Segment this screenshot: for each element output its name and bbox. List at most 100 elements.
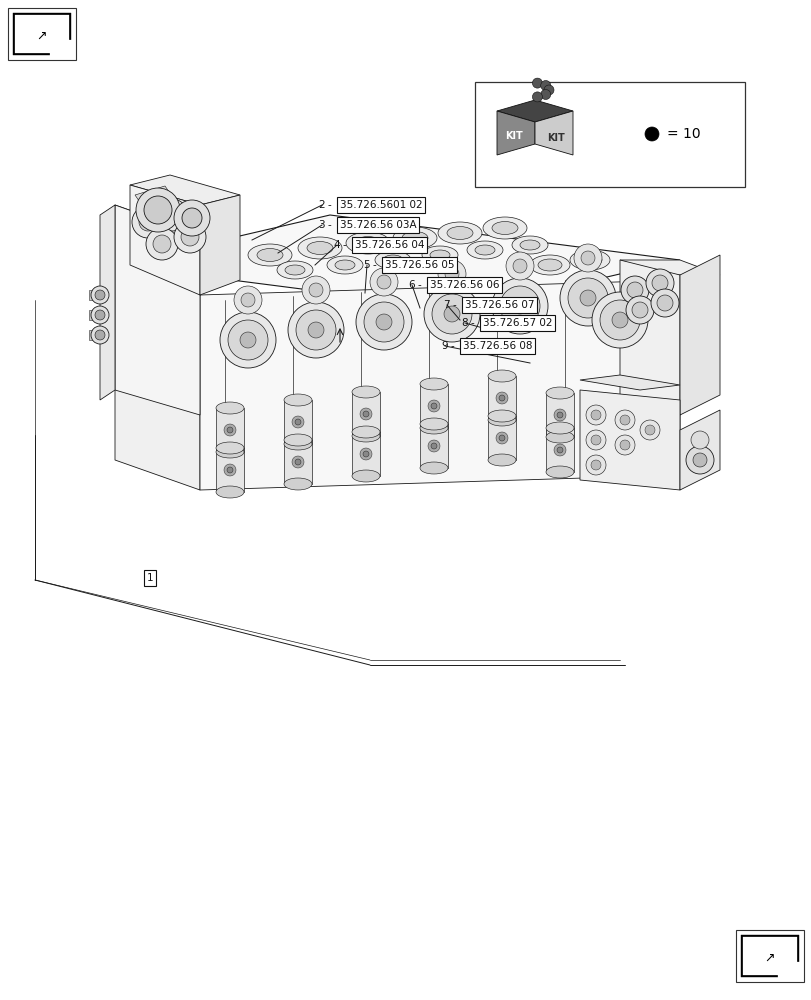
Bar [89, 330, 93, 340]
Circle shape [500, 286, 539, 326]
Circle shape [132, 206, 164, 238]
Text: -: - [372, 260, 376, 270]
Polygon shape [130, 175, 240, 205]
Circle shape [292, 456, 303, 468]
Circle shape [496, 392, 508, 404]
Ellipse shape [216, 486, 243, 498]
Text: ↗: ↗ [764, 951, 775, 964]
Circle shape [427, 400, 440, 412]
Circle shape [540, 81, 550, 91]
Polygon shape [740, 935, 798, 977]
Circle shape [611, 312, 627, 328]
Text: 35.726.5601 02: 35.726.5601 02 [340, 200, 422, 210]
Circle shape [631, 302, 647, 318]
Circle shape [532, 78, 542, 88]
Bar [351, 392, 380, 436]
Circle shape [626, 282, 642, 298]
Bar [487, 416, 515, 460]
Circle shape [625, 296, 653, 324]
Text: 35.726.56 08: 35.726.56 08 [462, 341, 532, 351]
Circle shape [685, 446, 713, 474]
Circle shape [556, 412, 562, 418]
Text: ↗: ↗ [36, 30, 47, 43]
Ellipse shape [530, 255, 569, 275]
Circle shape [95, 330, 105, 340]
Ellipse shape [375, 251, 410, 269]
Ellipse shape [545, 387, 573, 399]
Ellipse shape [393, 227, 436, 249]
Text: 35.726.56 07: 35.726.56 07 [465, 300, 534, 310]
Circle shape [620, 415, 629, 425]
Ellipse shape [569, 250, 609, 270]
Circle shape [639, 420, 659, 440]
Circle shape [181, 228, 199, 246]
Circle shape [240, 332, 255, 348]
Ellipse shape [285, 265, 305, 275]
Circle shape [156, 199, 188, 231]
Circle shape [650, 289, 678, 317]
Polygon shape [579, 390, 679, 490]
Circle shape [505, 252, 534, 280]
Circle shape [91, 326, 109, 344]
Circle shape [496, 432, 508, 444]
Circle shape [146, 228, 178, 260]
Ellipse shape [545, 466, 573, 478]
Circle shape [614, 410, 634, 430]
Ellipse shape [383, 255, 402, 265]
Circle shape [644, 425, 654, 435]
Bar [216, 448, 243, 492]
Text: 9: 9 [441, 341, 448, 351]
Circle shape [294, 459, 301, 465]
Text: 6: 6 [408, 280, 414, 290]
Circle shape [590, 460, 600, 470]
Text: KIT: KIT [547, 133, 564, 143]
Polygon shape [579, 375, 679, 390]
Circle shape [370, 268, 397, 296]
Ellipse shape [216, 446, 243, 458]
Ellipse shape [351, 386, 380, 398]
Circle shape [241, 293, 255, 307]
Circle shape [553, 444, 565, 456]
Polygon shape [13, 13, 71, 55]
Text: = 10: = 10 [666, 127, 700, 141]
Circle shape [309, 283, 323, 297]
Text: 7: 7 [443, 300, 449, 310]
Text: -: - [418, 280, 421, 290]
Circle shape [431, 294, 471, 334]
Ellipse shape [487, 370, 515, 382]
Ellipse shape [345, 232, 389, 254]
Circle shape [296, 310, 336, 350]
Circle shape [620, 440, 629, 450]
Polygon shape [50, 40, 73, 57]
Circle shape [586, 405, 605, 425]
Circle shape [294, 419, 301, 425]
Bar [474, 82, 744, 187]
Ellipse shape [466, 241, 502, 259]
Text: 8: 8 [461, 318, 467, 328]
Circle shape [579, 290, 595, 306]
Ellipse shape [284, 478, 311, 490]
Ellipse shape [257, 248, 283, 261]
Polygon shape [620, 260, 679, 415]
Circle shape [95, 290, 105, 300]
Circle shape [651, 275, 667, 291]
Bar [419, 424, 448, 468]
Text: 4: 4 [333, 240, 340, 250]
Circle shape [437, 260, 466, 288]
Polygon shape [742, 937, 796, 975]
Circle shape [228, 320, 268, 360]
Circle shape [95, 310, 105, 320]
Circle shape [139, 213, 157, 231]
Text: -: - [328, 220, 332, 230]
Text: 3: 3 [318, 220, 324, 230]
Circle shape [224, 424, 236, 436]
Circle shape [590, 410, 600, 420]
Circle shape [135, 188, 180, 232]
Circle shape [376, 275, 391, 289]
Bar [89, 310, 93, 320]
Circle shape [620, 276, 648, 304]
Ellipse shape [284, 434, 311, 446]
Polygon shape [115, 205, 200, 415]
Circle shape [307, 322, 324, 338]
Circle shape [91, 286, 109, 304]
